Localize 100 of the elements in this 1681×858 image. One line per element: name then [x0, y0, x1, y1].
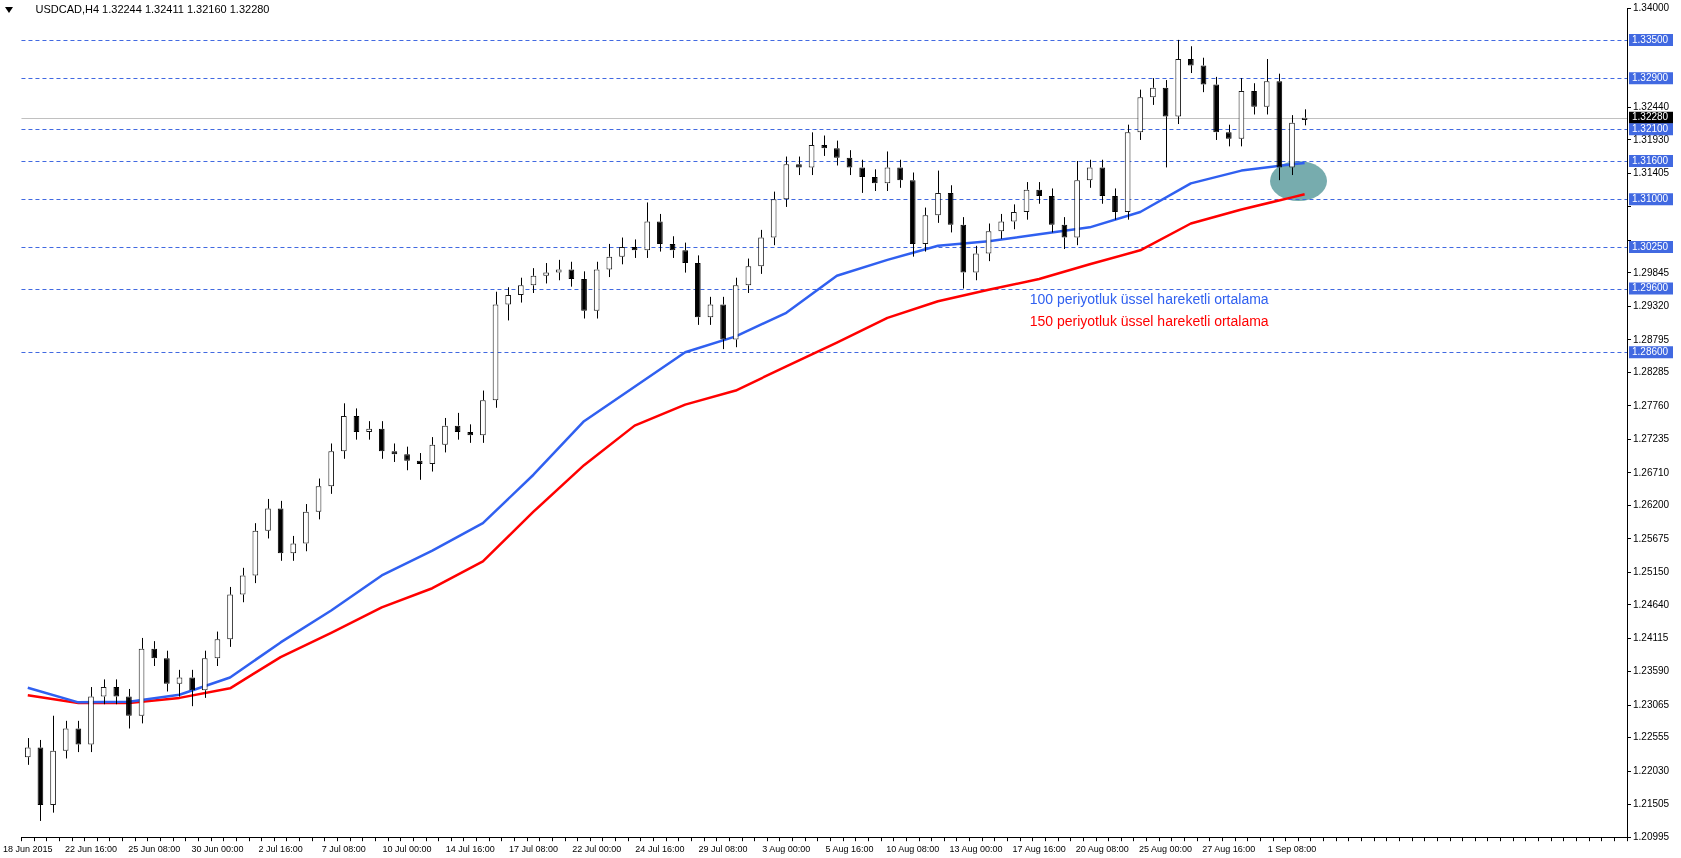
candlestick [290, 535, 297, 562]
candlestick [619, 237, 625, 265]
candlestick [935, 170, 941, 224]
ref-line-label: 1.32280 [1632, 111, 1669, 123]
ref-line-label: 1.32100 [1632, 122, 1669, 134]
candlestick [682, 242, 689, 274]
candlestick [821, 135, 828, 157]
candlestick [606, 243, 613, 278]
y-tick-label: 1.21505 [1633, 798, 1670, 810]
chart-title: USDCAD,H4 1.32244 1.32411 1.32160 1.32280 [35, 3, 270, 16]
candlestick [126, 688, 132, 729]
candlestick [176, 669, 183, 698]
candlestick [732, 277, 739, 348]
candlestick [859, 159, 865, 194]
y-tick-label: 1.24115 [1633, 632, 1669, 644]
candlestick [1011, 203, 1017, 230]
candlestick [594, 261, 599, 320]
ref-line-label: 1.28600 [1632, 346, 1669, 358]
x-tick-label: 25 Aug 00:00 [1139, 844, 1193, 855]
candlestick [164, 650, 170, 693]
candlestick [720, 296, 726, 350]
x-tick-label: 22 Jun 16:00 [64, 844, 118, 855]
candlestick [189, 669, 195, 707]
x-tick-label: 17 Jul 08:00 [508, 844, 558, 855]
candlestick [1112, 187, 1118, 221]
x-tick-label: 2 Jul 16:00 [258, 844, 303, 855]
x-tick-label: 20 Aug 08:00 [1075, 844, 1129, 855]
candlestick [998, 213, 1005, 240]
y-tick-label: 1.23590 [1633, 665, 1670, 677]
candlestick [1048, 187, 1055, 233]
x-tick-label: 1 Sep 08:00 [1267, 844, 1317, 855]
text: 150 periyotluk üssel hareketli ortalama [1029, 312, 1269, 329]
y-tick-label: 1.27235 [1633, 433, 1670, 445]
candlestick [543, 262, 549, 284]
candlestick [340, 402, 347, 460]
candlestick [328, 442, 335, 495]
candlestick [1213, 76, 1219, 141]
ref-line-label: 1.33500 [1632, 33, 1669, 45]
ref-line-label: 1.29600 [1632, 282, 1669, 294]
candlestick [771, 191, 776, 246]
ref-line-label: 1.31600 [1632, 154, 1669, 166]
x-tick-label: 10 Aug 08:00 [886, 844, 940, 855]
candlestick [1036, 181, 1042, 205]
y-tick-label: 1.25675 [1633, 532, 1670, 544]
y-tick-label: 1.31930 [1633, 133, 1670, 145]
candlestick [113, 678, 120, 705]
x-tick-label: 5 Aug 16:00 [825, 844, 874, 855]
x-tick-label: 17 Aug 16:00 [1012, 844, 1066, 855]
candlestick [404, 446, 410, 471]
candlestick [657, 213, 663, 253]
y-tick-label: 1.22030 [1633, 764, 1670, 776]
x-tick-label: 14 Jul 16:00 [445, 844, 495, 855]
candlestick [1175, 39, 1182, 125]
candlestick [252, 522, 259, 584]
y-tick-label: 1.28285 [1633, 366, 1670, 378]
x-tick-label: 7 Jul 08:00 [321, 844, 366, 855]
candlestick [834, 140, 840, 166]
candlestick [50, 715, 56, 814]
y-tick-label: 1.29845 [1633, 266, 1670, 278]
candlestick [366, 420, 372, 441]
y-tick-label: 1.22555 [1633, 731, 1670, 743]
candlestick [909, 172, 916, 258]
candlestick [505, 286, 512, 321]
candlestick [63, 720, 68, 759]
y-tick-label: 1.20995 [1633, 830, 1670, 842]
ref-line-label: 1.32900 [1632, 71, 1669, 83]
x-tick-label: 29 Jul 08:00 [698, 844, 748, 855]
ref-line-label: 1.30250 [1632, 240, 1669, 252]
candlestick [517, 277, 524, 304]
y-tick-label: 1.31405 [1633, 167, 1670, 179]
y-tick-label: 1.32440 [1633, 101, 1670, 113]
candlestick [871, 168, 878, 192]
y-tick-label: 1.26200 [1633, 499, 1670, 511]
y-tick-label: 1.28795 [1633, 333, 1670, 345]
candlestick [796, 156, 802, 176]
x-tick-label: 10 Jul 00:00 [382, 844, 432, 855]
candlestick [960, 216, 967, 290]
candlestick [151, 640, 158, 667]
y-tick-label: 1.24640 [1633, 598, 1670, 610]
candlestick [1264, 58, 1269, 115]
y-tick-label: 1.34000 [1633, 1, 1670, 13]
candlestick [416, 452, 423, 481]
x-tick-label: 22 Jul 00:00 [572, 844, 622, 855]
y-tick-label: 1.29320 [1633, 300, 1670, 312]
candlestick [24, 737, 31, 766]
candlestick [694, 254, 701, 326]
x-tick-label: 27 Aug 16:00 [1202, 844, 1256, 855]
y-tick-label: 1.25150 [1633, 566, 1670, 578]
candlestick [240, 567, 245, 603]
x-tick-label: 30 Jun 00:00 [191, 844, 244, 855]
candlestick [480, 390, 486, 444]
candlestick [378, 420, 385, 460]
x-tick-label: 25 Jun 08:00 [128, 844, 181, 855]
candlestick [201, 650, 208, 699]
candlestick [897, 159, 903, 189]
candlestick [1225, 124, 1232, 147]
candlestick [1251, 82, 1257, 115]
candlestick [467, 423, 474, 444]
y-tick-label: 1.26710 [1633, 466, 1670, 478]
y-tick-label: 1.23065 [1633, 698, 1670, 710]
